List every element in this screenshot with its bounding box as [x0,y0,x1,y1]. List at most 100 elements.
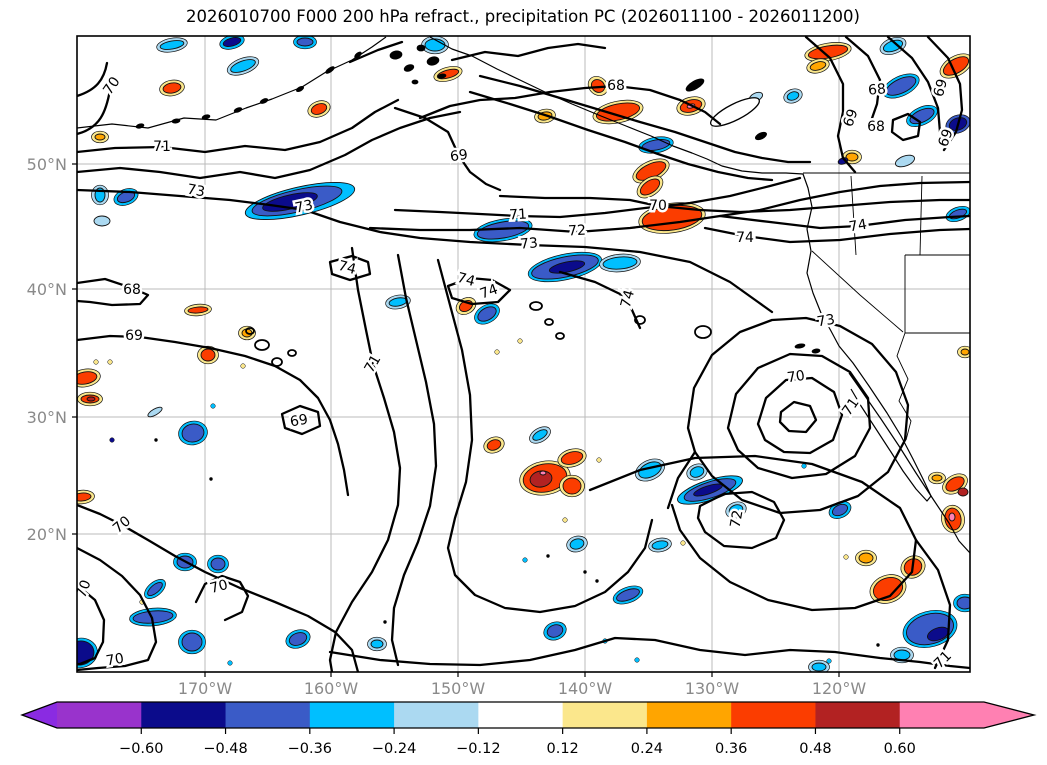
lon-tick-label: 120°W [812,679,867,698]
contour-line [844,36,882,126]
contour-line [686,316,910,515]
anomaly-blob [93,215,111,227]
anomaly-blob [858,552,874,564]
contour-line [890,112,922,142]
anomaly-blob [560,451,584,465]
colorbar-over-arrow [984,702,1034,728]
anomaly-blob [147,406,163,418]
contour-line [450,42,607,62]
island [426,56,440,66]
lon-tick-label: 140°W [558,679,613,698]
anomaly-blob [288,632,308,646]
contour-line [696,490,786,550]
colorbar-segment [731,702,816,728]
contour-label: 68 [867,119,885,135]
colorbar: −0.60 −0.48 −0.36 −0.24 −0.12 0.12 0.24 0.36 0.4… [20,701,1037,757]
small-contour-ring [254,339,270,351]
contour-label: 70 [649,198,667,214]
anomaly-blob [200,348,216,362]
small-contour-ring [544,318,554,326]
anomaly-blob [532,429,548,441]
colorbar-tick-label: −0.48 [203,741,247,757]
contour-line [280,404,322,436]
small-contour-ring [634,315,646,325]
anomaly-blob [370,639,384,649]
anomaly-blob [639,178,661,196]
lon-tick-label: 130°W [685,679,740,698]
island [710,97,760,127]
anomaly-blob [187,306,209,314]
anomaly-dot [522,557,528,563]
anomaly-blob [602,256,638,270]
contour-label: 71 [362,352,385,375]
lon-tick-label: 160°W [304,679,359,698]
anomaly-blob [310,103,328,115]
contour-line [77,188,774,314]
contour-line [328,246,402,672]
small-contour-ring [287,349,297,357]
colorbar-segment [57,702,142,728]
contour-line [478,74,812,164]
small-contour-ring [529,301,543,311]
contour-line [77,546,158,672]
plot-frame [76,35,971,673]
anomaly-dot [595,579,599,583]
colorbar-segment [141,702,227,728]
anomaly-blob [539,470,547,476]
colorbar-tick-label: 0.36 [715,741,747,757]
island [794,343,806,349]
anomaly-blob [77,371,98,385]
contour-line [368,180,970,234]
anomaly-dot [634,657,640,663]
colorbar-tick-label: 0.60 [884,741,916,757]
island [171,118,181,124]
colorbar-under-arrow [22,702,57,728]
anomaly-dot [801,463,807,469]
plot-frame-layer [76,35,971,673]
colorbar-tick-label: 0.48 [799,741,831,757]
state-border [850,175,857,256]
anomaly-dot [227,660,233,666]
contour-label: 69 [449,147,469,165]
map-data-layer [77,36,970,672]
contour-label: 73 [186,182,206,201]
anomaly-blob [476,220,530,240]
colorbar-segment [815,702,901,728]
anomaly-blob [159,40,185,50]
island [389,50,403,60]
contour-line [756,376,844,455]
anomaly-dot [240,363,246,369]
island [685,78,705,92]
anomaly-dot [109,437,115,443]
anomaly-blob [894,154,916,168]
colorbar-tick-label: −0.24 [372,741,416,757]
contour-label: 74 [848,217,868,236]
lon-tick-label: 150°W [431,679,486,698]
contour-line [393,176,802,219]
contour-label: 68 [123,282,141,298]
anomaly-blob [546,624,564,638]
contour-label: 68 [867,81,886,98]
contour-label: 70 [786,368,806,386]
anomaly-blob [548,260,586,274]
anomaly-blob [931,474,943,482]
coastline [77,36,387,129]
contour-line [468,90,774,182]
contour-line [348,40,404,64]
contour-label: 69 [125,328,143,344]
colorbar-segment [394,702,479,728]
anomaly-blob [77,640,95,666]
colorbar-segment [562,702,648,728]
anomaly-dot [154,438,158,442]
contour-line [393,106,502,192]
colorbar-segment [225,702,311,728]
anomaly-dot [494,349,500,355]
lat-tick-label: 30°N [27,408,67,427]
coastline [429,36,932,502]
anomaly-blob [529,470,553,488]
anomaly-dot [93,359,99,365]
anomaly-blob [942,56,970,76]
anomaly-blob [230,59,256,73]
anomaly-dot [596,457,602,463]
